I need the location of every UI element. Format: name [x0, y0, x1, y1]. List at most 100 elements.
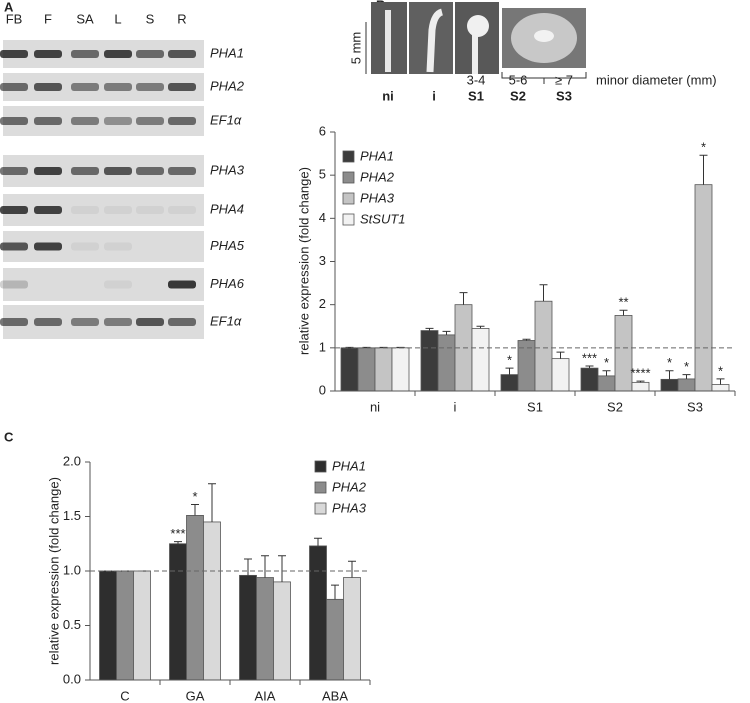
gene-label: PHA5 — [210, 238, 245, 253]
error-bar — [261, 555, 269, 578]
gene-label: PHA4 — [210, 201, 244, 216]
error-bar — [442, 330, 451, 335]
significance: * — [667, 355, 672, 370]
error-bar — [665, 370, 674, 380]
error-bar — [602, 370, 611, 376]
bar — [133, 570, 151, 681]
error-bar — [208, 483, 216, 522]
bar — [420, 330, 439, 392]
bar — [99, 570, 117, 681]
x-tick-label: S1 — [527, 399, 543, 414]
lane-label: FB — [6, 11, 23, 26]
scale-label: 5 mm — [348, 32, 363, 65]
gel-band — [71, 83, 99, 91]
gel-band — [168, 280, 196, 289]
gene-label: EF1α — [210, 112, 242, 127]
gel-band — [136, 50, 164, 58]
gel-strip — [3, 231, 204, 262]
significance: ** — [618, 295, 628, 310]
y-tick-label: 1 — [319, 339, 326, 354]
significance: * — [701, 140, 706, 155]
photo-tuber — [467, 15, 489, 37]
bar — [239, 574, 257, 681]
y-tick-label: 1.0 — [63, 562, 81, 577]
legend-label: PHA2 — [332, 479, 367, 494]
error-bar — [636, 380, 645, 383]
legend-swatch — [342, 171, 355, 184]
y-axis-label: relative expression (fold change) — [296, 167, 311, 355]
significance: * — [684, 359, 689, 374]
gel-band — [168, 167, 196, 175]
y-tick-label: 1.5 — [63, 508, 81, 523]
gel-band — [34, 206, 62, 214]
legend-label: PHA2 — [360, 169, 395, 184]
y-tick-label: 0.0 — [63, 671, 81, 686]
stage-label: i — [432, 88, 436, 103]
lane-label: R — [177, 11, 186, 26]
gel-band — [34, 50, 62, 58]
error-bar — [425, 327, 434, 331]
error-bar — [539, 284, 548, 302]
bar — [631, 381, 650, 392]
legend-label: StSUT1 — [360, 211, 406, 226]
gel-band — [0, 167, 28, 175]
diameter-title: minor diameter (mm) — [596, 72, 717, 87]
error-bar — [174, 541, 182, 544]
lane-label: F — [44, 11, 52, 26]
x-tick-label: GA — [186, 688, 205, 703]
error-bar — [459, 292, 468, 305]
y-tick-label: 6 — [319, 123, 326, 138]
legend-label: PHA1 — [332, 458, 366, 473]
error-bar — [331, 584, 339, 600]
bar — [660, 378, 679, 392]
y-tick-label: 3 — [319, 253, 326, 268]
legend-swatch — [342, 213, 355, 226]
gene-label: PHA6 — [210, 276, 245, 291]
error-bar — [278, 555, 286, 582]
error-bar — [505, 367, 514, 375]
gel-band — [168, 117, 196, 125]
legend-label: PHA3 — [332, 500, 367, 515]
bar — [551, 358, 570, 392]
gel-band — [0, 280, 28, 289]
gel-band — [71, 242, 99, 251]
bracket — [501, 72, 587, 84]
bar — [500, 374, 519, 392]
gel-band — [34, 318, 62, 326]
stage-label: S1 — [468, 88, 484, 103]
bar — [471, 328, 490, 392]
error-bar — [522, 338, 531, 341]
error-bar — [682, 374, 691, 379]
bar — [677, 378, 696, 392]
x-tick-label: S2 — [607, 399, 623, 414]
y-tick-label: 2.0 — [63, 453, 81, 468]
y-tick-label: 5 — [319, 167, 326, 182]
y-axis-label: relative expression (fold change) — [46, 477, 61, 665]
gel-band — [71, 318, 99, 326]
error-bar — [699, 154, 708, 185]
photo-stolon — [385, 10, 391, 72]
gel-band — [136, 318, 164, 326]
y-tick-label: 0 — [319, 382, 326, 397]
gel-band — [168, 83, 196, 91]
gel-band — [0, 83, 28, 91]
gel-band — [71, 117, 99, 125]
error-bar — [585, 365, 594, 369]
y-tick-label: 4 — [319, 210, 326, 225]
legend-label: PHA3 — [360, 190, 395, 205]
gel-band — [34, 167, 62, 175]
bar — [340, 347, 359, 392]
x-tick-label: ABA — [322, 688, 348, 703]
error-bar — [348, 560, 356, 578]
gene-label: EF1α — [210, 313, 242, 328]
bar — [203, 521, 221, 681]
error-bar — [716, 378, 725, 385]
gel-band — [34, 83, 62, 91]
error-bar — [556, 351, 565, 359]
gel-band — [104, 167, 132, 175]
stage-label: ni — [382, 88, 394, 103]
photo-stolon — [472, 30, 478, 74]
panel-label: A — [4, 0, 14, 14]
x-tick-label: ni — [370, 399, 380, 414]
bar — [273, 581, 291, 681]
